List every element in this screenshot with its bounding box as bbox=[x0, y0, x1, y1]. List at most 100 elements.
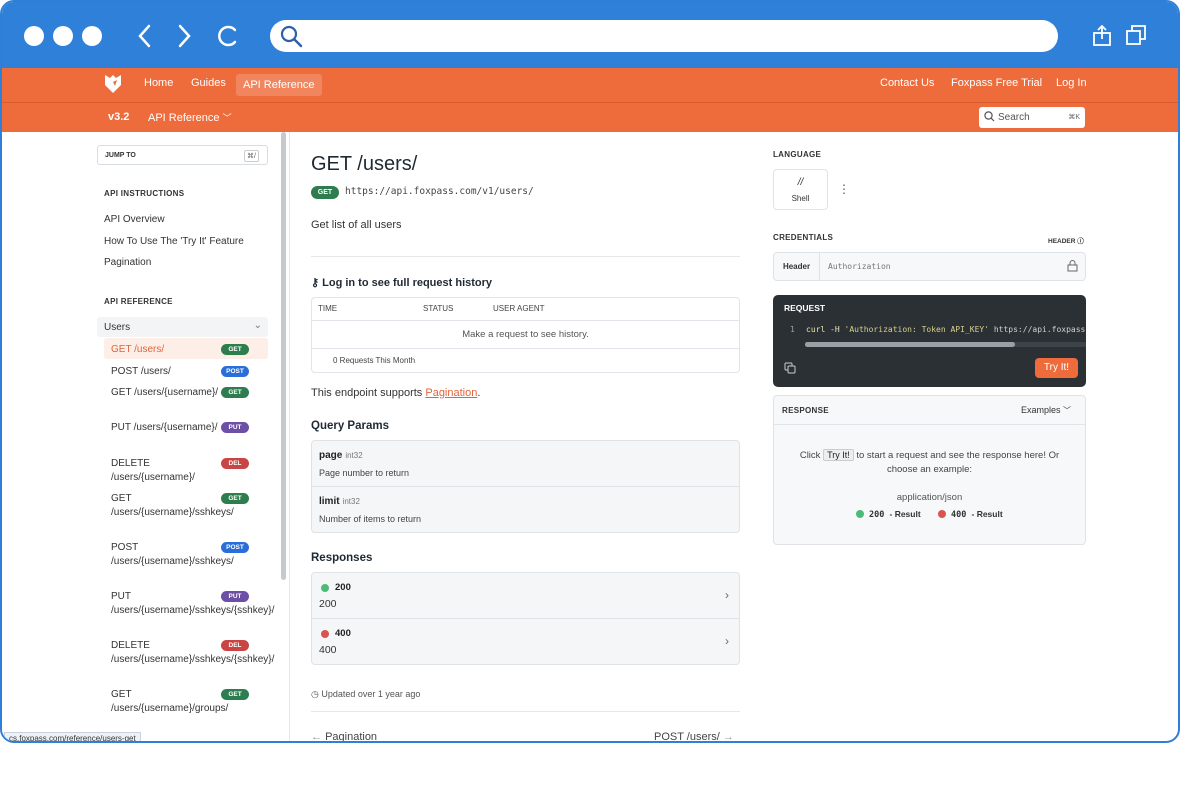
sidebar-endpoint-get-sshkeys[interactable]: GET /users/{username}/sshkeys/ bbox=[111, 493, 234, 518]
try-it-button[interactable]: Try It! bbox=[1035, 358, 1078, 378]
method-badge: POST bbox=[221, 366, 249, 377]
sidebar-endpoint-delete-user[interactable]: DELETE /users/{username}/ bbox=[111, 458, 195, 483]
jump-to-input[interactable]: JUMP TO ⌘/ bbox=[97, 145, 268, 165]
tabs-icon[interactable] bbox=[1125, 24, 1149, 48]
sidebar-group-label: Users bbox=[104, 322, 131, 333]
example-result: Result bbox=[976, 509, 1003, 519]
next-page-link[interactable]: POST /users/ → bbox=[654, 731, 734, 743]
window-dot-minimize[interactable] bbox=[53, 26, 73, 46]
example-400[interactable]: 400 - Result bbox=[938, 509, 1003, 520]
method-badge: GET bbox=[221, 493, 249, 504]
code-scrollbar[interactable] bbox=[805, 342, 1015, 347]
language-shell[interactable]: // Shell bbox=[773, 169, 828, 210]
examples-dropdown[interactable]: Examples ﹀ bbox=[1021, 405, 1071, 416]
arrow-right-icon: → bbox=[722, 731, 734, 743]
content-type: application/json bbox=[896, 492, 963, 503]
param-type: int32 bbox=[345, 451, 363, 460]
response-label: 200 bbox=[319, 598, 337, 610]
method-badge: PUT bbox=[221, 422, 249, 433]
param-name: page int32 bbox=[319, 450, 363, 461]
sidebar-endpoint-get-users[interactable]: GET /users/ bbox=[111, 344, 165, 355]
credentials-heading: CREDENTIALS bbox=[773, 233, 834, 242]
history-col-user-agent: USER AGENT bbox=[493, 304, 545, 313]
param-type: int32 bbox=[342, 497, 360, 506]
window-dot-maximize[interactable] bbox=[82, 26, 102, 46]
next-page-label: POST /users/ bbox=[654, 731, 720, 743]
responses-heading: Responses bbox=[311, 552, 373, 564]
sidebar: JUMP TO ⌘/ API INSTRUCTIONS API Overview… bbox=[2, 132, 288, 741]
pagination-link[interactable]: Pagination bbox=[425, 387, 478, 399]
search-label: Search bbox=[998, 112, 1030, 123]
history-col-status: STATUS bbox=[423, 304, 454, 313]
credentials-box: Header bbox=[773, 252, 1086, 281]
api-instructions-heading: API INSTRUCTIONS bbox=[104, 189, 185, 198]
search-button[interactable]: Search ⌘K bbox=[979, 107, 1085, 128]
nav-guides[interactable]: Guides bbox=[191, 77, 226, 89]
param-limit[interactable]: limit int32 Number of items to return bbox=[312, 487, 739, 533]
search-icon bbox=[280, 25, 303, 48]
sidebar-divider bbox=[289, 132, 290, 741]
foxpass-logo-icon[interactable] bbox=[104, 74, 122, 94]
hint-try-it-button[interactable]: Try It! bbox=[823, 449, 854, 461]
sidebar-endpoint-put-user[interactable]: PUT /users/{username}/ bbox=[111, 422, 218, 433]
status-dot-icon bbox=[321, 584, 329, 592]
language-label: Shell bbox=[791, 194, 810, 203]
language-heading: LANGUAGE bbox=[773, 150, 822, 159]
pagination-note-suffix: . bbox=[477, 387, 481, 399]
share-icon[interactable] bbox=[1092, 24, 1114, 48]
responses-box: 200 200 › 400 400 › bbox=[311, 572, 740, 665]
method-badge: GET bbox=[221, 344, 249, 355]
nav-log-in[interactable]: Log In bbox=[1056, 77, 1087, 89]
examples-label: Examples bbox=[1020, 405, 1061, 415]
divider bbox=[311, 256, 740, 257]
history-heading: ⚷ Log in to see full request history bbox=[311, 276, 492, 289]
forward-icon[interactable] bbox=[178, 24, 192, 48]
version-selector[interactable]: v3.2 bbox=[108, 111, 130, 123]
jump-to-shortcut: ⌘/ bbox=[244, 150, 259, 162]
back-icon[interactable] bbox=[137, 24, 151, 48]
sidebar-endpoint-put-sshkey[interactable]: PUT /users/{username}/sshkeys/{sshkey}/ bbox=[111, 591, 275, 616]
sidebar-endpoint-delete-sshkey[interactable]: DELETE /users/{username}/sshkeys/{sshkey… bbox=[111, 640, 275, 665]
updated-text: Updated over 1 year ago bbox=[321, 689, 421, 699]
response-code: 200 bbox=[335, 582, 351, 593]
request-heading: REQUEST bbox=[784, 303, 826, 313]
page-title: GET /users/ bbox=[311, 153, 418, 175]
authorization-input[interactable] bbox=[828, 258, 1048, 275]
history-heading-text[interactable]: Log in to see full request history bbox=[322, 277, 493, 289]
param-page[interactable]: page int32 Page number to return bbox=[312, 441, 739, 487]
sidebar-endpoint-get-user[interactable]: GET /users/{username}/ bbox=[111, 387, 219, 398]
method-badge: POST bbox=[221, 542, 249, 553]
response-200[interactable]: 200 200 › bbox=[312, 573, 739, 619]
nav-home[interactable]: Home bbox=[144, 77, 174, 89]
copy-icon[interactable] bbox=[784, 362, 796, 374]
section-dropdown[interactable]: API Reference ﹀ bbox=[148, 111, 232, 124]
sidebar-item-api-overview[interactable]: API Overview bbox=[104, 214, 165, 225]
history-count: 0 Requests This Month bbox=[333, 356, 416, 365]
sidebar-endpoint-post-sshkeys[interactable]: POST /users/{username}/sshkeys/ bbox=[111, 542, 234, 567]
shell-icon: // bbox=[797, 177, 804, 188]
example-200[interactable]: 200 - Result bbox=[856, 509, 921, 520]
response-panel: RESPONSE Examples ﹀ Click Try It! to sta… bbox=[773, 395, 1086, 545]
prev-page-link[interactable]: ← Pagination bbox=[311, 731, 377, 741]
header-tag: HEADER ⓘ bbox=[1048, 235, 1084, 245]
sidebar-group-users[interactable]: Users ⌄ bbox=[97, 317, 268, 337]
sidebar-endpoint-get-groups[interactable]: GET /users/{username}/groups/ bbox=[111, 689, 229, 714]
browser-toolbar bbox=[2, 2, 1178, 68]
more-languages-icon[interactable]: ⋮ bbox=[838, 182, 850, 196]
sidebar-endpoint-post-users[interactable]: POST /users/ bbox=[111, 366, 171, 377]
history-empty-row: Make a request to see history. bbox=[312, 320, 739, 349]
reload-icon[interactable] bbox=[216, 23, 240, 49]
nav-api-reference[interactable]: API Reference bbox=[236, 74, 322, 96]
nav-contact-us[interactable]: Contact Us bbox=[880, 77, 935, 89]
sidebar-item-try-it[interactable]: How To Use The 'Try It' Feature bbox=[104, 236, 244, 247]
chevron-right-icon: › bbox=[725, 634, 729, 648]
info-icon[interactable]: ⓘ bbox=[1077, 238, 1084, 245]
sidebar-item-pagination[interactable]: Pagination bbox=[104, 257, 152, 268]
window-dot-close[interactable] bbox=[24, 26, 44, 46]
address-bar[interactable] bbox=[270, 20, 1058, 52]
param-desc: Number of items to return bbox=[319, 514, 422, 524]
sidebar-scrollbar[interactable] bbox=[281, 132, 286, 580]
response-400[interactable]: 400 400 › bbox=[312, 619, 739, 665]
nav-free-trial[interactable]: Foxpass Free Trial bbox=[951, 77, 1043, 89]
param-name: limit int32 bbox=[319, 496, 360, 507]
